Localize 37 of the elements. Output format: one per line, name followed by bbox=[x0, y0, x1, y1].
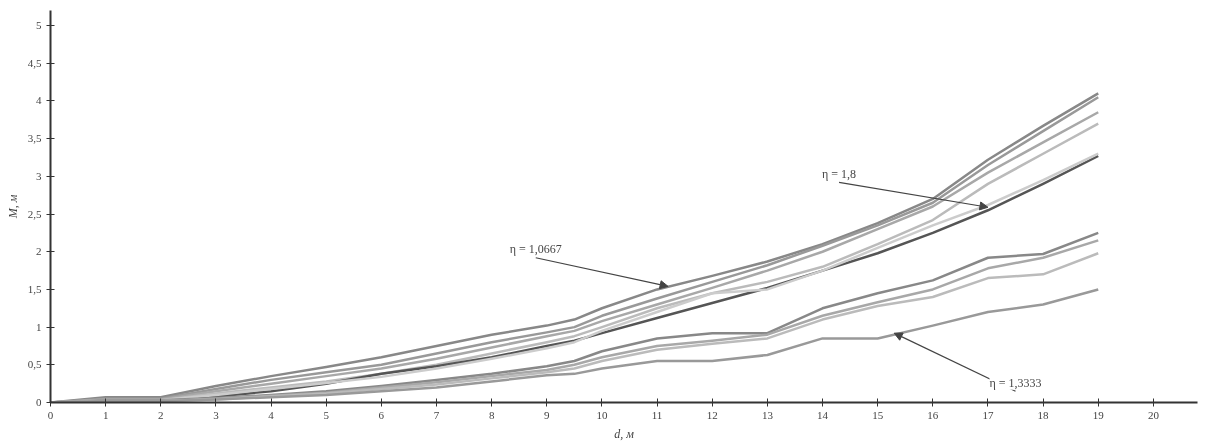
y-tick-label: 2,5 bbox=[27, 207, 42, 220]
y-tick-label: 3,5 bbox=[27, 132, 42, 145]
y-tick-label: 2 bbox=[36, 245, 42, 258]
x-tick-label: 3 bbox=[213, 408, 220, 421]
x-tick-label: 8 bbox=[488, 408, 495, 421]
y-tick-label: 0 bbox=[36, 396, 42, 408]
x-tick-label: 13 bbox=[761, 408, 774, 421]
y-tick-label: 3 bbox=[36, 169, 42, 182]
y-tick-label: 4 bbox=[36, 94, 42, 107]
x-tick-label: 11 bbox=[651, 408, 663, 421]
x-tick-label: 14 bbox=[817, 408, 829, 421]
y-axis-title: M, м bbox=[5, 194, 20, 220]
x-tick-label: 4 bbox=[268, 408, 275, 421]
annotation: η = 1,8 bbox=[822, 166, 857, 181]
y-tick-label: 1 bbox=[36, 320, 42, 333]
annotation: η = 1,3333 bbox=[989, 375, 1042, 390]
x-tick-label: 1 bbox=[102, 408, 109, 421]
y-tick-label: 4,5 bbox=[27, 56, 42, 69]
x-tick-label: 16 bbox=[927, 408, 939, 421]
x-tick-label: 2 bbox=[158, 408, 164, 421]
x-tick-label: 7 bbox=[433, 408, 440, 421]
x-tick-label: 10 bbox=[596, 408, 608, 421]
x-tick-label: 15 bbox=[872, 408, 884, 421]
y-tick-label: 5 bbox=[36, 19, 42, 32]
x-tick-label: 5 bbox=[323, 408, 330, 421]
x-axis-title: d, м bbox=[614, 426, 635, 441]
x-tick-label: 17 bbox=[982, 408, 994, 421]
y-tick-label: 0,5 bbox=[27, 358, 42, 371]
x-tick-label: 20 bbox=[1147, 408, 1160, 421]
x-tick-label: 19 bbox=[1092, 408, 1105, 421]
x-tick-label: 12 bbox=[706, 408, 718, 421]
x-tick-label: 0 bbox=[47, 408, 54, 421]
x-tick-label: 9 bbox=[544, 408, 551, 421]
annotation: η = 1,0667 bbox=[509, 242, 562, 257]
x-tick-label: 18 bbox=[1037, 408, 1050, 421]
y-tick-label: 1,5 bbox=[27, 282, 42, 295]
x-tick-label: 6 bbox=[378, 408, 385, 421]
